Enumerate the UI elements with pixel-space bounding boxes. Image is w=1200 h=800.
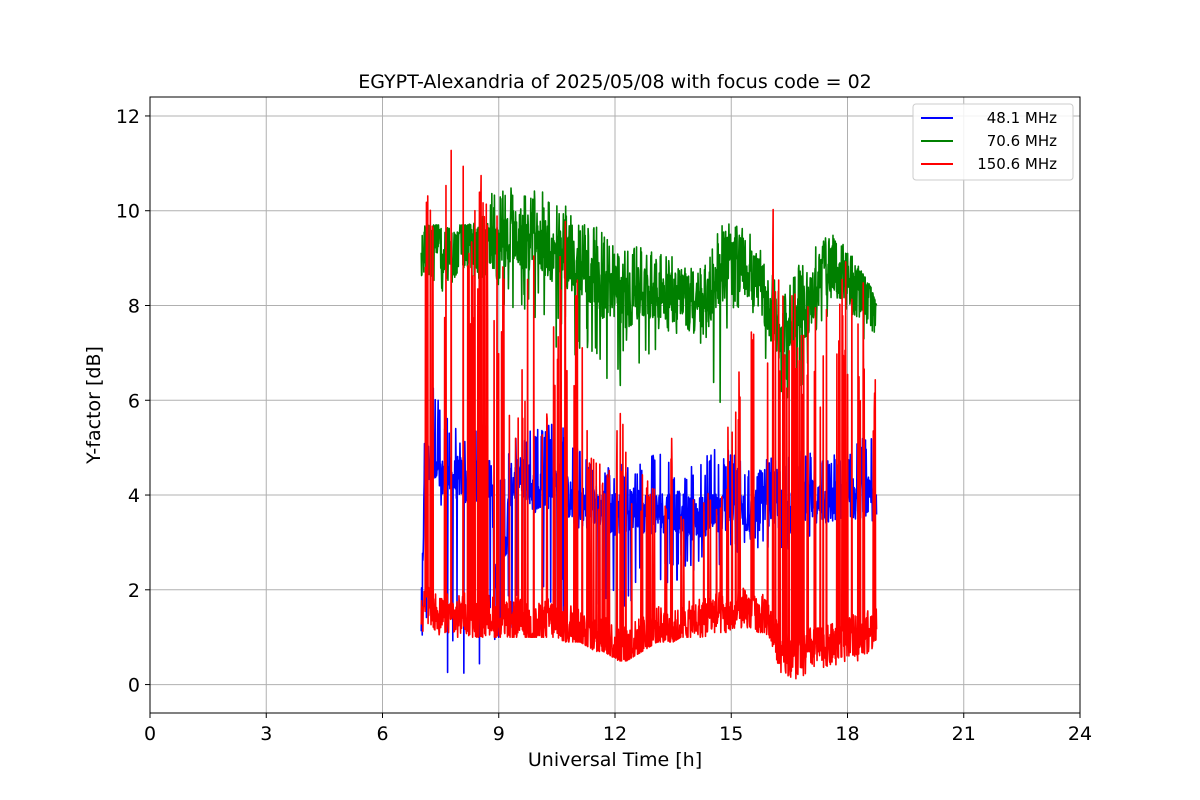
x-tick-label: 21 [952, 723, 976, 745]
y-tick-label: 8 [128, 295, 140, 317]
legend-item: 48.1 MHz [921, 109, 1057, 127]
y-tick-label: 12 [116, 106, 140, 128]
x-tick-label: 0 [144, 723, 156, 745]
y-axis-label: Y-factor [dB] [83, 346, 105, 465]
x-tick-label: 24 [1068, 723, 1092, 745]
x-axis-label: Universal Time [h] [528, 749, 702, 771]
y-tick-label: 0 [128, 675, 140, 697]
y-tick-label: 2 [128, 580, 140, 602]
series-line [420, 149, 878, 680]
x-tick-label: 9 [493, 723, 505, 745]
chart-title: EGYPT-Alexandria of 2025/05/08 with focu… [358, 71, 872, 93]
y-tick-label: 10 [116, 201, 140, 223]
series-path [420, 149, 878, 680]
legend-box [912, 103, 1074, 181]
legend-item: 150.6 MHz [921, 155, 1057, 173]
y-tick-label: 6 [128, 390, 140, 412]
x-tick-label: 12 [603, 723, 627, 745]
x-tick-label: 6 [376, 723, 388, 745]
legend: 48.1 MHz 70.6 MHz 150.6 MHz [912, 103, 1074, 181]
y-axis: 0 2 4 6 8 10 12 [116, 106, 150, 697]
plot-series [420, 149, 878, 680]
legend-label: 150.6 MHz [977, 155, 1057, 173]
legend-label: 70.6 MHz [987, 132, 1057, 150]
y-tick-label: 4 [128, 485, 140, 507]
x-axis: 0 3 6 9 12 15 18 21 24 [144, 713, 1092, 745]
x-tick-label: 3 [260, 723, 272, 745]
x-tick-label: 15 [719, 723, 743, 745]
legend-item: 70.6 MHz [921, 132, 1057, 150]
x-tick-label: 18 [835, 723, 859, 745]
legend-label: 48.1 MHz [987, 109, 1057, 127]
